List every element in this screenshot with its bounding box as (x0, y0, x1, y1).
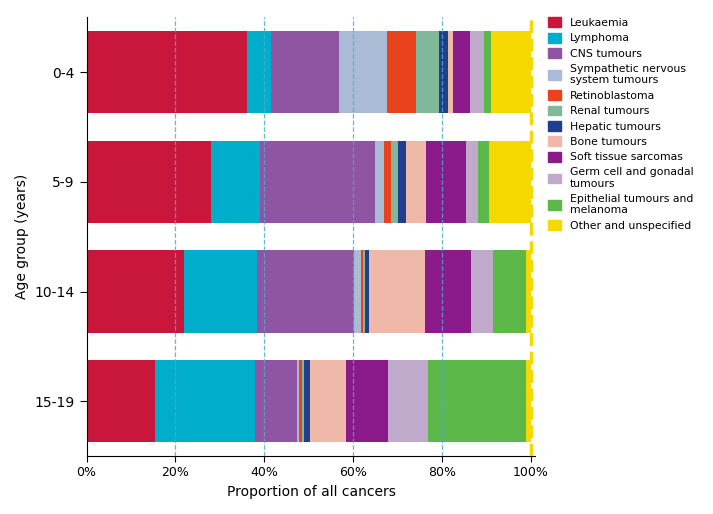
Bar (391, 141, 398, 223)
Bar (211, 141, 260, 223)
Bar (387, 31, 416, 114)
Bar (255, 360, 297, 443)
Bar (310, 360, 346, 443)
Bar (439, 31, 448, 114)
Bar (526, 360, 530, 443)
Bar (297, 360, 299, 443)
Bar (406, 141, 426, 223)
X-axis label: Proportion of all cancers: Proportion of all cancers (227, 485, 396, 499)
Bar (270, 31, 339, 114)
Bar (453, 31, 470, 114)
Bar (426, 141, 466, 223)
Bar (354, 250, 361, 333)
Bar (361, 250, 363, 333)
Bar (86, 360, 155, 443)
Bar (155, 360, 255, 443)
Bar (478, 141, 488, 223)
Bar (470, 31, 484, 114)
Bar (363, 250, 365, 333)
Legend: Leukaemia, Lymphoma, CNS tumours, Sympathetic nervous
system tumours, Retinoblas: Leukaemia, Lymphoma, CNS tumours, Sympat… (545, 14, 697, 234)
Bar (86, 31, 247, 114)
Bar (365, 250, 369, 333)
Bar (86, 141, 211, 223)
Bar (260, 141, 375, 223)
Bar (425, 250, 471, 333)
Bar (448, 31, 453, 114)
Bar (493, 250, 526, 333)
Bar (491, 31, 530, 114)
Bar (369, 250, 425, 333)
Bar (247, 31, 270, 114)
Bar (257, 250, 354, 333)
Bar (526, 250, 530, 333)
Bar (184, 250, 257, 333)
Bar (375, 141, 384, 223)
Bar (471, 250, 493, 333)
Bar (86, 250, 184, 333)
Bar (488, 141, 530, 223)
Bar (429, 360, 526, 443)
Bar (302, 360, 304, 443)
Bar (398, 141, 406, 223)
Bar (389, 360, 429, 443)
Bar (416, 31, 439, 114)
Bar (339, 31, 387, 114)
Bar (346, 360, 389, 443)
Bar (384, 141, 391, 223)
Bar (299, 360, 302, 443)
Bar (466, 141, 478, 223)
Y-axis label: Age group (years): Age group (years) (15, 174, 29, 299)
Bar (484, 31, 491, 114)
Bar (304, 360, 310, 443)
